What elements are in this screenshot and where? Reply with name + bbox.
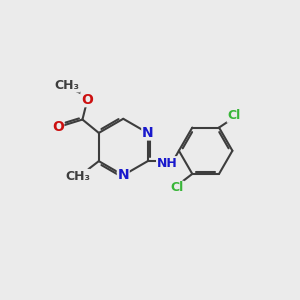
Text: Cl: Cl xyxy=(171,182,184,194)
Text: Cl: Cl xyxy=(227,109,241,122)
Text: CH₃: CH₃ xyxy=(65,169,90,182)
Text: N: N xyxy=(117,168,129,182)
Text: CH₃: CH₃ xyxy=(55,79,80,92)
Text: NH: NH xyxy=(157,157,177,170)
Text: N: N xyxy=(142,126,154,140)
Text: O: O xyxy=(81,93,93,106)
Text: O: O xyxy=(52,120,64,134)
